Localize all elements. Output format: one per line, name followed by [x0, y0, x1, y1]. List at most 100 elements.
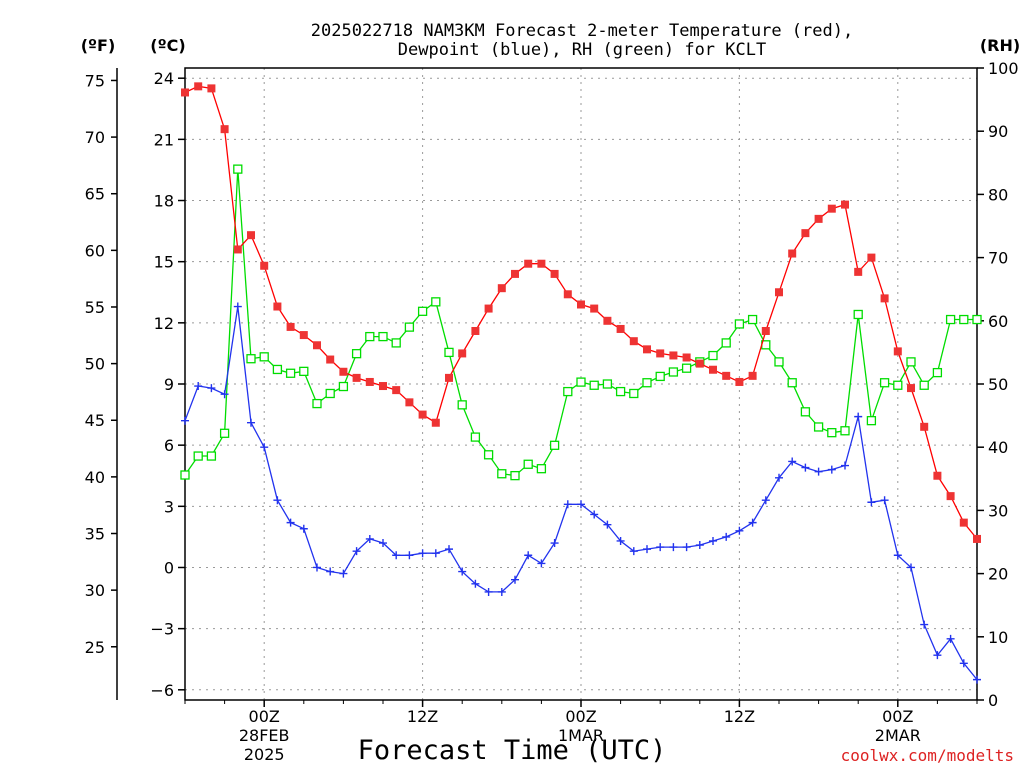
temperature-point [484, 304, 493, 313]
fahrenheit-tick-label: 40 [85, 468, 105, 487]
temperature-point [431, 418, 440, 427]
rh-point [193, 451, 203, 461]
fahrenheit-tick-label: 60 [85, 241, 105, 260]
rh-point [853, 309, 863, 320]
x-tick-label: 00Z [565, 707, 596, 726]
temperature-point [973, 534, 981, 543]
rh-point [681, 363, 692, 373]
rh-tick-label: 20 [988, 565, 1008, 584]
temperature-point [392, 386, 401, 395]
rh-point [642, 378, 652, 388]
rh-point [272, 364, 283, 375]
rh-point [866, 416, 877, 426]
temperature-point [181, 88, 189, 97]
rh-series [180, 164, 982, 481]
rh-point [708, 350, 718, 361]
rh-point [431, 297, 441, 307]
temperature-point [603, 316, 612, 325]
celsius-tick-label: 0 [164, 558, 174, 577]
celsius-tick-label: −3 [150, 620, 174, 639]
rh-point [655, 371, 665, 382]
dewpoint-point [405, 551, 414, 560]
temperature-point [233, 245, 242, 254]
temperature-point [550, 269, 559, 278]
dewpoint-point [326, 567, 335, 576]
dewpoint-point [511, 575, 519, 584]
dewpoint-point [497, 587, 506, 596]
rh-point [378, 331, 388, 342]
series-layer [180, 82, 982, 684]
dewpoint-point [458, 567, 467, 576]
title-line-2: Dewpoint (blue), RH (green) for KCLT [398, 40, 766, 60]
temperature-point [458, 349, 467, 358]
temperature-point [761, 326, 770, 335]
temperature-point [920, 422, 929, 431]
temperature-point [695, 359, 704, 368]
rh-point [615, 386, 626, 397]
dewpoint-point [656, 543, 665, 552]
dewpoint-point [299, 524, 308, 533]
temperature-point [775, 288, 783, 297]
dewpoint-point [181, 416, 189, 425]
rh-point [417, 306, 428, 316]
fahrenheit-tick-label: 35 [85, 525, 105, 544]
dewpoint-point [920, 620, 929, 629]
temperature-point [669, 351, 678, 360]
rh-point [233, 164, 243, 174]
temperature-point [537, 259, 546, 268]
temperature-series [181, 82, 981, 543]
dewpoint-point [471, 579, 480, 588]
celsius-axis-label: (ºC) [150, 36, 185, 55]
temperature-point [841, 200, 849, 209]
temperature-point [933, 471, 942, 480]
rh-tick-label: 90 [988, 122, 1008, 141]
temperature-point [511, 269, 519, 278]
rh-point [589, 380, 599, 390]
temperature-point [907, 384, 915, 393]
temperature-point [893, 347, 902, 356]
rh-point [351, 349, 362, 359]
rh-point [932, 367, 943, 378]
dewpoint-point [590, 510, 599, 519]
temperature-point [497, 284, 506, 293]
dewpoint-point [695, 541, 704, 550]
dewpoint-point [946, 634, 955, 643]
rh-tick-label: 10 [988, 628, 1008, 647]
fahrenheit-tick-label: 55 [85, 298, 105, 317]
fahrenheit-axis: (ºF) 25 30 35 40 45 50 55 60 65 70 75 [81, 36, 118, 700]
rh-tick-label: 50 [988, 375, 1008, 394]
temperature-point [643, 345, 651, 354]
celsius-tick-label: 12 [154, 314, 174, 333]
dewpoint-point [418, 549, 427, 558]
dewpoint-point [775, 473, 783, 482]
dewpoint-point [484, 587, 493, 596]
rh-point [325, 388, 335, 399]
rh-point [444, 347, 454, 358]
dewpoint-point [722, 532, 731, 541]
dewpoint-point [959, 659, 968, 668]
x-axis-title: Forecast Time (UTC) [358, 735, 667, 766]
dewpoint-point [841, 461, 849, 470]
temperature-point [286, 322, 295, 331]
temperature-point [471, 326, 480, 335]
dewpoint-point [273, 496, 282, 505]
temperature-point [854, 267, 863, 276]
dewpoint-point [445, 545, 453, 554]
rh-point [563, 386, 573, 397]
temperature-point [735, 377, 744, 386]
x-tick-label: 12Z [724, 707, 755, 726]
dewpoint-point [563, 500, 572, 509]
chart-title: 2025022718 NAM3KM Forecast 2-meter Tempe… [311, 21, 853, 60]
dewpoint-point [603, 520, 612, 529]
rh-point [629, 388, 639, 399]
dewpoint-point [260, 443, 269, 452]
dewpoint-point [814, 467, 823, 476]
temperature-point [194, 82, 203, 91]
rh-point [959, 314, 969, 325]
rh-point [510, 470, 520, 481]
temperature-point [880, 294, 889, 303]
rh-point [800, 407, 811, 417]
dewpoint-point [550, 539, 559, 548]
celsius-tick-label: 6 [164, 436, 174, 455]
